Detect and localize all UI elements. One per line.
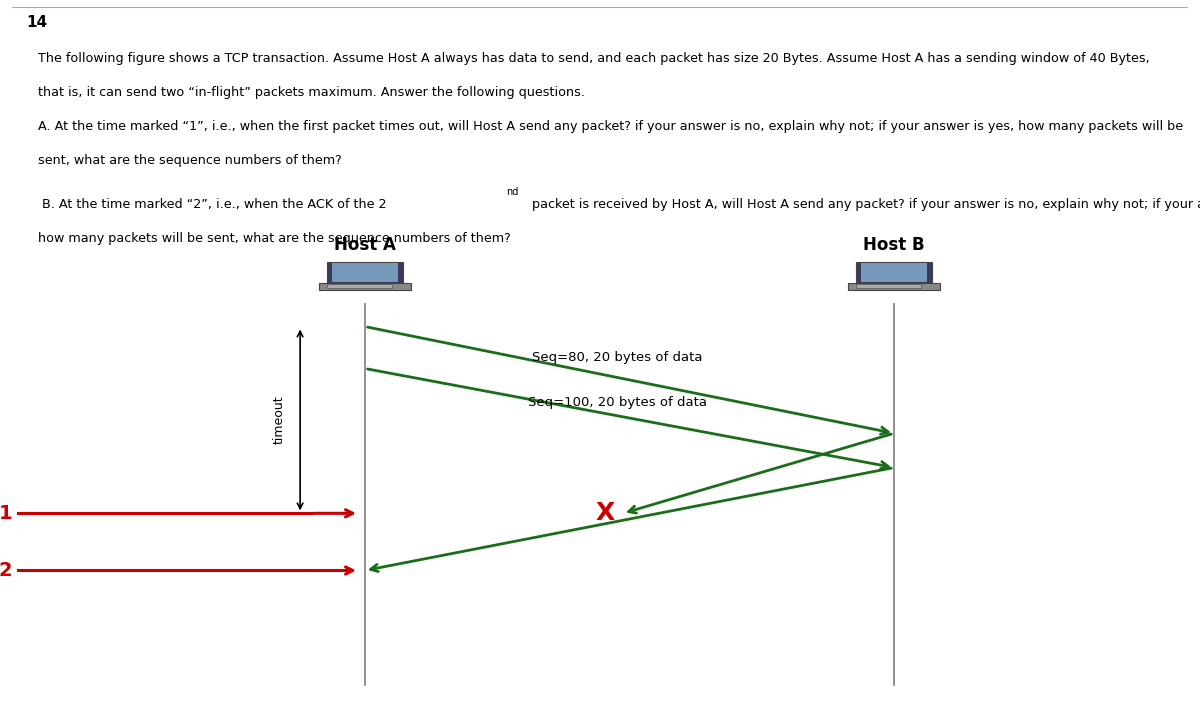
- Text: that is, it can send two “in-flight” packets maximum. Answer the following quest: that is, it can send two “in-flight” pac…: [38, 86, 584, 99]
- Bar: [326, 284, 391, 287]
- Text: Seq=80, 20 bytes of data: Seq=80, 20 bytes of data: [533, 351, 703, 363]
- Bar: [856, 262, 932, 283]
- Text: timeout: timeout: [272, 395, 286, 444]
- Bar: [326, 262, 403, 283]
- Bar: [319, 283, 410, 289]
- Text: A. At the time marked “1”, i.e., when the first packet times out, will Host A se: A. At the time marked “1”, i.e., when th…: [38, 120, 1183, 133]
- Text: B. At the time marked “2”, i.e., when the ACK of the 2: B. At the time marked “2”, i.e., when th…: [38, 198, 386, 211]
- Text: The following figure shows a TCP transaction. Assume Host A always has data to s: The following figure shows a TCP transac…: [38, 53, 1150, 65]
- Text: Host A: Host A: [334, 236, 396, 254]
- Text: nd: nd: [506, 186, 518, 196]
- Text: Seq=100, 20 bytes of data: Seq=100, 20 bytes of data: [528, 396, 707, 410]
- Bar: [332, 263, 397, 282]
- Text: Host B: Host B: [863, 236, 925, 254]
- Bar: [856, 284, 920, 287]
- Bar: [862, 263, 926, 282]
- Text: packet is received by Host A, will Host A send any packet? if your answer is no,: packet is received by Host A, will Host …: [528, 198, 1200, 211]
- Text: 14: 14: [26, 15, 47, 30]
- Text: sent, what are the sequence numbers of them?: sent, what are the sequence numbers of t…: [38, 154, 342, 167]
- Bar: [848, 283, 940, 289]
- Text: 1: 1: [0, 504, 12, 523]
- Text: X: X: [595, 501, 614, 525]
- Text: how many packets will be sent, what are the sequence numbers of them?: how many packets will be sent, what are …: [38, 232, 511, 245]
- Text: 2: 2: [0, 561, 12, 580]
